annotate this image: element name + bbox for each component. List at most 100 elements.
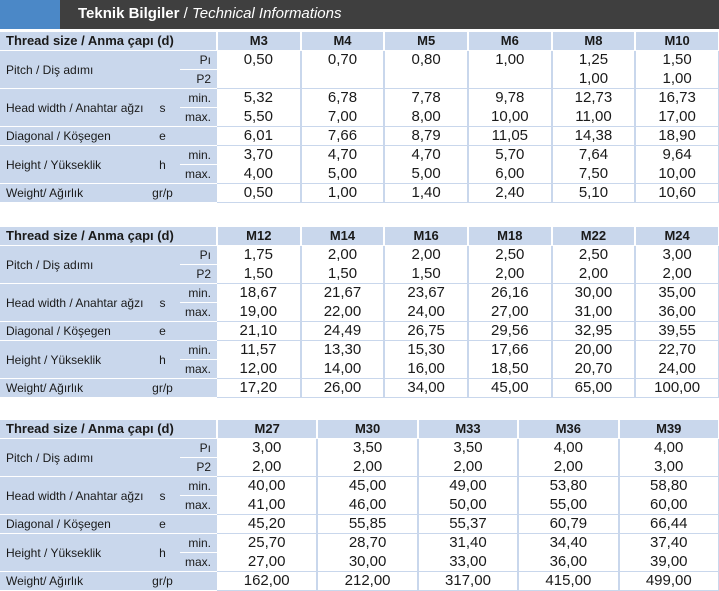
size-header: M12 (217, 227, 302, 246)
thread-size-header: Thread size / Anma çapı (d) (0, 32, 218, 51)
pitch-label: Pitch / Diş adımı (0, 438, 145, 477)
value-cell: 3,00 (635, 245, 719, 265)
symbol-s: s (145, 88, 180, 127)
value-cell: 40,00 (217, 476, 319, 496)
value-cell: 11,57 (217, 340, 302, 360)
thread-size-header: Thread size / Anma çapı (d) (0, 227, 218, 246)
symbol-e: e (145, 126, 180, 146)
title-accent (0, 0, 60, 29)
title-separator: / (179, 5, 192, 22)
symbol (145, 245, 180, 284)
value-cell: 5,00 (300, 164, 386, 184)
value-cell: 39,00 (618, 552, 719, 572)
sub-label (180, 378, 217, 398)
value-cell: 2,50 (551, 245, 637, 265)
sub-label: Pı (180, 438, 217, 458)
value-cell: 45,00 (467, 378, 553, 398)
height-label: Height / Yükseklik (0, 145, 145, 184)
spec-table: Thread size / Anma çapı (d) M12 M14 M16 M18 M… (0, 227, 719, 398)
weight-label: Weight/ Ağırlık (0, 183, 145, 203)
size-header: M18 (467, 227, 553, 246)
value-cell: 24,00 (384, 302, 469, 322)
value-cell: 6,01 (217, 126, 302, 146)
sub-label: min. (180, 283, 217, 303)
value-cell: 9,64 (635, 145, 719, 165)
head-width-label: Head width / Anahtar ağzı (0, 476, 145, 515)
value-cell: 9,78 (467, 88, 553, 108)
diagonal-label: Diagonal / Köşegen (0, 126, 145, 146)
value-cell: 3,50 (317, 438, 419, 458)
value-cell: 6,78 (300, 88, 386, 108)
value-cell: 12,73 (551, 88, 637, 108)
size-header: M4 (300, 32, 386, 51)
value-cell: 8,00 (384, 107, 469, 127)
size-header: M22 (551, 227, 637, 246)
value-cell: 34,40 (518, 533, 620, 553)
value-cell: 60,00 (618, 495, 719, 515)
sub-label: max. (180, 359, 217, 379)
unit-grp: gr/p (145, 571, 180, 591)
value-cell: 22,00 (300, 302, 386, 322)
sub-label: P2 (180, 457, 217, 477)
value-cell: 1,00 (300, 183, 386, 203)
value-cell: 20,70 (551, 359, 637, 379)
value-cell: 3,00 (217, 438, 319, 458)
value-cell: 45,20 (217, 514, 319, 534)
height-label: Height / Yükseklik (0, 533, 145, 572)
value-cell (300, 69, 386, 89)
size-header: M14 (300, 227, 386, 246)
value-cell: 212,00 (317, 571, 419, 591)
value-cell: 17,66 (467, 340, 553, 360)
value-cell: 14,00 (300, 359, 386, 379)
value-cell: 10,60 (635, 183, 719, 203)
sub-label: max. (180, 552, 217, 572)
value-cell: 24,00 (635, 359, 719, 379)
value-cell: 34,00 (384, 378, 469, 398)
value-cell: 11,05 (467, 126, 553, 146)
value-cell (384, 69, 469, 89)
value-cell: 2,00 (467, 264, 553, 284)
value-cell: 3,00 (618, 457, 719, 477)
value-cell: 19,00 (217, 302, 302, 322)
value-cell: 33,00 (417, 552, 520, 572)
sub-label (180, 126, 217, 146)
value-cell: 4,00 (618, 438, 719, 458)
value-cell: 0,80 (384, 50, 469, 70)
value-cell: 36,00 (518, 552, 620, 572)
weight-label: Weight/ Ağırlık (0, 571, 145, 591)
value-cell: 28,70 (317, 533, 419, 553)
value-cell: 17,20 (217, 378, 302, 398)
value-cell: 55,85 (317, 514, 419, 534)
value-cell: 5,50 (217, 107, 302, 127)
symbol-s: s (145, 283, 180, 322)
sub-label: max. (180, 495, 217, 515)
value-cell: 5,70 (467, 145, 553, 165)
unit-grp: gr/p (145, 378, 180, 398)
value-cell: 0,50 (217, 183, 302, 203)
size-header: M3 (217, 32, 302, 51)
value-cell: 32,95 (551, 321, 637, 341)
value-cell: 162,00 (217, 571, 319, 591)
value-cell: 26,16 (467, 283, 553, 303)
symbol-h: h (145, 533, 180, 572)
value-cell: 4,00 (217, 164, 302, 184)
spec-table: Thread size / Anma çapı (d) M27 M30 M33 M36 M… (0, 420, 719, 591)
value-cell: 2,50 (467, 245, 553, 265)
value-cell: 45,00 (317, 476, 419, 496)
value-cell: 7,64 (551, 145, 637, 165)
thread-size-header: Thread size / Anma çapı (d) (0, 420, 218, 439)
sub-label (180, 571, 217, 591)
title-background (60, 0, 719, 29)
size-header: M16 (384, 227, 469, 246)
value-cell: 55,00 (518, 495, 620, 515)
value-cell: 2,00 (300, 245, 386, 265)
size-header: M8 (551, 32, 637, 51)
value-cell: 317,00 (417, 571, 520, 591)
sub-label: min. (180, 88, 217, 108)
value-cell: 1,50 (300, 264, 386, 284)
value-cell: 8,79 (384, 126, 469, 146)
value-cell (467, 69, 553, 89)
size-header: M27 (217, 420, 319, 439)
page-title: Teknik Bilgiler / Technical Informations (78, 5, 341, 22)
value-cell: 1,50 (217, 264, 302, 284)
